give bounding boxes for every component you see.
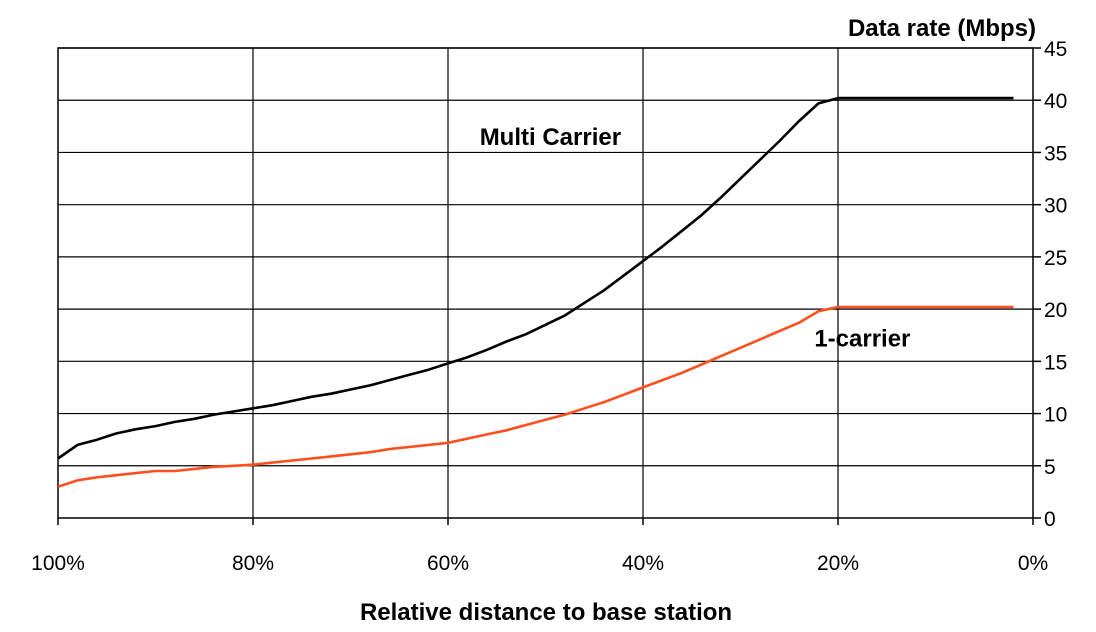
x-tick-label: 0% — [1018, 552, 1048, 575]
y-tick-labels: 0 5 10 15 20 25 30 35 40 45 — [1044, 38, 1067, 531]
y-tick-label: 35 — [1044, 142, 1067, 165]
plot-border — [57, 47, 1034, 519]
y-tick-label: 30 — [1044, 195, 1067, 218]
y-tick-label: 20 — [1044, 299, 1067, 322]
y-tick-label: 40 — [1044, 90, 1067, 113]
y-tick-label: 10 — [1044, 404, 1067, 427]
y-tick-label: 5 — [1044, 456, 1056, 479]
series-line-multi-carrier — [57, 96, 1014, 460]
x-tick-label: 80% — [232, 552, 274, 575]
x-tick-label: 100% — [31, 552, 85, 575]
x-tick-labels: 100% 80% 60% 40% 20% 0% — [31, 552, 1048, 575]
y-tick-label: 25 — [1044, 247, 1067, 270]
x-tick-label: 40% — [622, 552, 664, 575]
x-tick-label: 20% — [817, 552, 859, 575]
x-tick-label: 60% — [427, 552, 469, 575]
annotations: Multi Carrier 1-carrier — [480, 124, 911, 353]
series-line-1-carrier — [57, 305, 1014, 488]
series-lines — [57, 96, 1014, 488]
plot-area — [58, 48, 1033, 518]
y-tick-label: 45 — [1044, 38, 1067, 61]
x-axis-title: Relative distance to base station — [360, 599, 732, 626]
y-tick-label: 15 — [1044, 351, 1067, 374]
annotation-label: 1-carrier — [814, 326, 910, 353]
axes — [57, 47, 1041, 525]
y-tick-label: 0 — [1044, 508, 1056, 531]
annotation-label: Multi Carrier — [480, 124, 621, 151]
y-axis-title: Data rate (Mbps) — [848, 15, 1036, 42]
